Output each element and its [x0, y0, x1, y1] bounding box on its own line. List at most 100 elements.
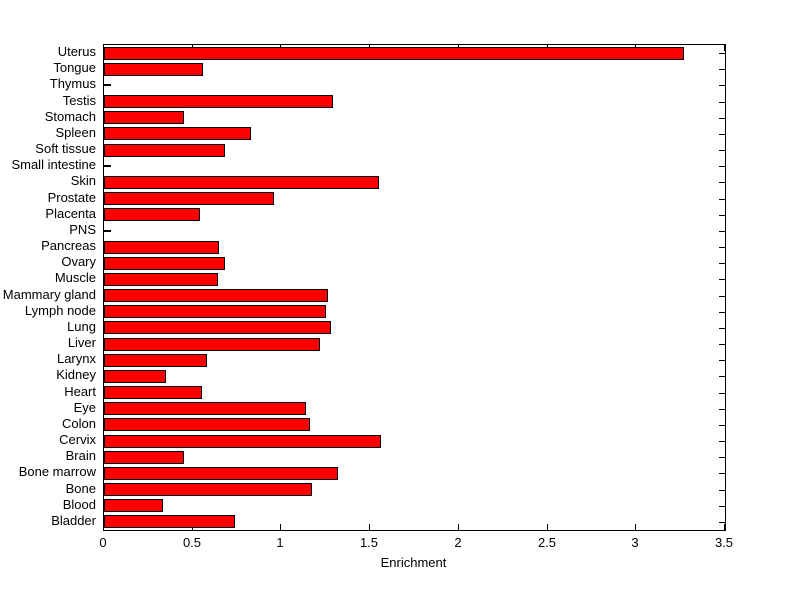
y-tick-label: Brain: [65, 448, 96, 463]
y-tick-mark-right: [719, 522, 725, 523]
y-tick-label: Uterus: [57, 44, 96, 59]
y-tick-mark-right: [719, 441, 725, 442]
bar-muscle: [104, 273, 218, 286]
y-tick-mark-right: [719, 344, 725, 345]
y-tick-mark-right: [719, 457, 725, 458]
x-tick-label: 3.5: [714, 535, 734, 550]
bar-cervix: [104, 435, 381, 448]
y-tick-mark-right: [719, 150, 725, 151]
y-tick-label: Bone marrow: [18, 464, 96, 479]
y-tick-label: Skin: [70, 173, 96, 188]
bar-ovary: [104, 257, 225, 270]
y-tick-label: Blood: [62, 497, 96, 512]
y-tick-label: PNS: [69, 222, 96, 237]
y-tick-mark-right: [719, 328, 725, 329]
y-tick-label: Heart: [64, 384, 96, 399]
plot-inner: [103, 45, 725, 530]
bar-prostate: [104, 192, 274, 205]
y-tick-label: Bladder: [51, 513, 96, 528]
y-tick-mark-right: [719, 231, 725, 232]
y-tick-mark-left: [104, 165, 111, 167]
y-tick-mark-right: [719, 247, 725, 248]
bar-heart: [104, 386, 202, 399]
y-tick-label: Tongue: [53, 60, 96, 75]
y-tick-mark-right: [719, 506, 725, 507]
y-tick-mark-right: [719, 393, 725, 394]
y-tick-mark-right: [719, 263, 725, 264]
y-tick-mark-right: [719, 69, 725, 70]
y-tick-label: Cervix: [59, 432, 96, 447]
bar-larynx: [104, 354, 207, 367]
y-tick-mark-right: [719, 425, 725, 426]
y-tick-mark-right: [719, 134, 725, 135]
bar-eye: [104, 402, 306, 415]
x-tick-label: 3: [631, 535, 639, 550]
y-tick-label: Eye: [73, 400, 96, 415]
x-tick-mark-top: [724, 45, 725, 51]
y-tick-label: Stomach: [44, 109, 96, 124]
y-tick-mark-right: [719, 376, 725, 377]
y-tick-mark-right: [719, 118, 725, 119]
y-tick-label: Larynx: [56, 351, 96, 366]
x-tick-mark: [369, 524, 370, 530]
bar-brain: [104, 451, 184, 464]
y-tick-mark-right: [719, 360, 725, 361]
bar-testis: [104, 95, 333, 108]
y-tick-mark-left: [104, 230, 111, 232]
bar-mammary-gland: [104, 289, 328, 302]
bar-bone: [104, 483, 312, 496]
x-tick-label: 0: [99, 535, 107, 550]
x-tick-label: 2.5: [537, 535, 557, 550]
y-tick-mark-right: [719, 85, 725, 86]
x-tick-label: 0.5: [182, 535, 202, 550]
y-tick-mark-right: [719, 182, 725, 183]
bar-spleen: [104, 127, 251, 140]
y-tick-label: Thymus: [49, 76, 96, 91]
y-tick-label: Small intestine: [11, 157, 96, 172]
y-tick-label: Lung: [67, 319, 96, 334]
y-tick-mark-right: [719, 296, 725, 297]
bar-soft-tissue: [104, 144, 225, 157]
y-tick-label: Colon: [62, 416, 96, 431]
bar-kidney: [104, 370, 166, 383]
plot-area: [103, 44, 726, 531]
y-tick-mark-right: [719, 102, 725, 103]
y-tick-mark-right: [719, 473, 725, 474]
y-tick-label: Pancreas: [41, 238, 96, 253]
y-tick-label: Prostate: [47, 190, 96, 205]
x-tick-mark: [547, 524, 548, 530]
bar-stomach: [104, 111, 184, 124]
y-tick-mark-right: [719, 53, 725, 54]
y-tick-mark-right: [719, 166, 725, 167]
x-tick-label: 1.5: [359, 535, 379, 550]
y-tick-label: Mammary gland: [2, 287, 96, 302]
x-tick-mark: [280, 524, 281, 530]
y-tick-label: Placenta: [45, 206, 96, 221]
y-tick-mark-left: [104, 84, 111, 86]
x-tick-mark: [103, 524, 104, 530]
bar-skin: [104, 176, 379, 189]
bar-pancreas: [104, 241, 219, 254]
y-tick-mark-right: [719, 409, 725, 410]
y-tick-label: Bone: [65, 481, 96, 496]
x-tick-mark: [635, 524, 636, 530]
y-tick-label: Kidney: [56, 367, 96, 382]
bar-bladder: [104, 515, 235, 528]
bar-lymph-node: [104, 305, 326, 318]
y-tick-mark-right: [719, 279, 725, 280]
bar-uterus: [104, 47, 684, 60]
y-tick-label: Liver: [67, 335, 96, 350]
bar-bone-marrow: [104, 467, 338, 480]
y-tick-label: Soft tissue: [35, 141, 96, 156]
x-tick-mark: [458, 524, 459, 530]
x-tick-mark: [724, 524, 725, 530]
y-tick-mark-right: [719, 215, 725, 216]
bar-liver: [104, 338, 320, 351]
y-tick-mark-right: [719, 490, 725, 491]
x-tick-label: 1: [276, 535, 284, 550]
bar-placenta: [104, 208, 200, 221]
y-tick-label: Ovary: [61, 254, 96, 269]
y-tick-label: Lymph node: [24, 303, 96, 318]
bar-colon: [104, 418, 310, 431]
